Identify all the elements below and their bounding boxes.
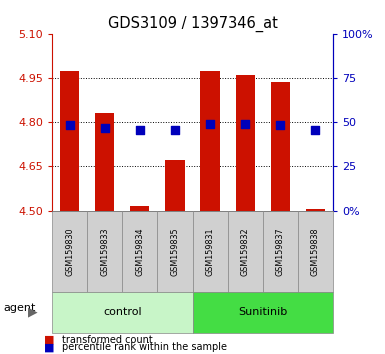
Bar: [130, 206, 149, 211]
Text: GSM159832: GSM159832: [241, 227, 250, 276]
Text: ▶: ▶: [28, 306, 37, 319]
Bar: [201, 70, 220, 211]
Text: ■: ■: [44, 342, 55, 352]
Point: [207, 121, 213, 126]
Text: GSM159830: GSM159830: [65, 227, 74, 276]
Point: [312, 127, 318, 132]
Text: percentile rank within the sample: percentile rank within the sample: [62, 342, 227, 352]
Point: [242, 121, 248, 126]
Text: GSM159835: GSM159835: [171, 227, 179, 276]
Text: agent: agent: [4, 303, 36, 313]
Text: GDS3109 / 1397346_at: GDS3109 / 1397346_at: [107, 16, 278, 32]
Bar: [95, 113, 114, 211]
Bar: [306, 209, 325, 211]
Bar: [60, 70, 79, 211]
Text: GSM159834: GSM159834: [135, 227, 144, 276]
Text: GSM159833: GSM159833: [100, 227, 109, 276]
Text: Sunitinib: Sunitinib: [238, 307, 287, 318]
Point: [137, 127, 143, 132]
Point: [102, 125, 108, 131]
Text: transformed count: transformed count: [62, 335, 152, 345]
Text: control: control: [103, 307, 142, 318]
Point: [172, 127, 178, 132]
Text: GSM159831: GSM159831: [206, 227, 214, 276]
Point: [277, 122, 283, 128]
Point: [67, 122, 73, 128]
Text: GSM159838: GSM159838: [311, 227, 320, 276]
Bar: [236, 75, 255, 211]
Text: ■: ■: [44, 335, 55, 345]
Text: GSM159837: GSM159837: [276, 227, 285, 276]
Bar: [165, 160, 184, 211]
Bar: [271, 82, 290, 211]
